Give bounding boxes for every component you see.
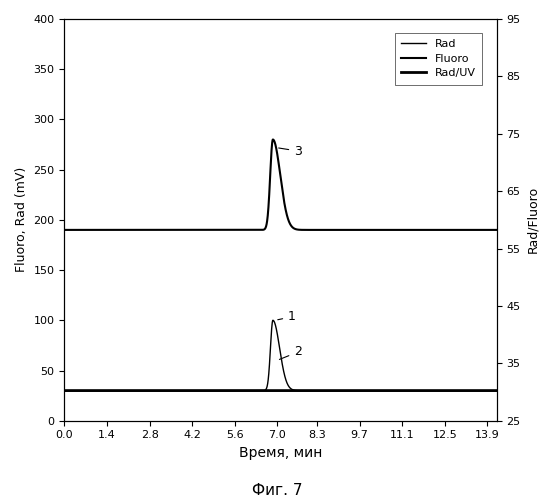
Rad bbox=[342, 388, 349, 394]
Rad bbox=[226, 388, 233, 394]
Text: 2: 2 bbox=[279, 346, 302, 360]
Rad/UV bbox=[417, 388, 423, 394]
Legend: Rad, Fluoro, Rad/UV: Rad, Fluoro, Rad/UV bbox=[395, 32, 483, 85]
Fluoro bbox=[270, 136, 276, 142]
Rad bbox=[320, 388, 327, 394]
Rad bbox=[61, 388, 68, 394]
Rad bbox=[384, 388, 391, 394]
Fluoro bbox=[384, 227, 391, 233]
Line: Fluoro: Fluoro bbox=[64, 140, 496, 230]
Fluoro bbox=[320, 227, 327, 233]
Fluoro bbox=[417, 227, 423, 233]
Y-axis label: Rad/Fluoro: Rad/Fluoro bbox=[526, 186, 539, 254]
Rad/UV bbox=[493, 388, 500, 394]
Rad bbox=[270, 318, 276, 324]
X-axis label: Время, мин: Время, мин bbox=[239, 446, 322, 460]
Rad/UV bbox=[320, 388, 327, 394]
Rad bbox=[417, 388, 423, 394]
Text: Фиг. 7: Фиг. 7 bbox=[252, 483, 302, 498]
Rad bbox=[140, 388, 146, 394]
Rad/UV bbox=[342, 388, 349, 394]
Text: 1: 1 bbox=[278, 310, 296, 324]
Fluoro bbox=[61, 227, 68, 233]
Rad/UV bbox=[383, 388, 390, 394]
Fluoro bbox=[226, 227, 233, 233]
Rad/UV bbox=[226, 388, 233, 394]
Rad bbox=[493, 388, 500, 394]
Line: Rad: Rad bbox=[64, 320, 496, 390]
Rad/UV bbox=[140, 388, 146, 394]
Text: 3: 3 bbox=[279, 144, 302, 158]
Y-axis label: Fluoro, Rad (mV): Fluoro, Rad (mV) bbox=[15, 167, 28, 272]
Fluoro bbox=[140, 227, 146, 233]
Fluoro bbox=[342, 227, 349, 233]
Rad/UV bbox=[61, 388, 68, 394]
Fluoro bbox=[493, 227, 500, 233]
